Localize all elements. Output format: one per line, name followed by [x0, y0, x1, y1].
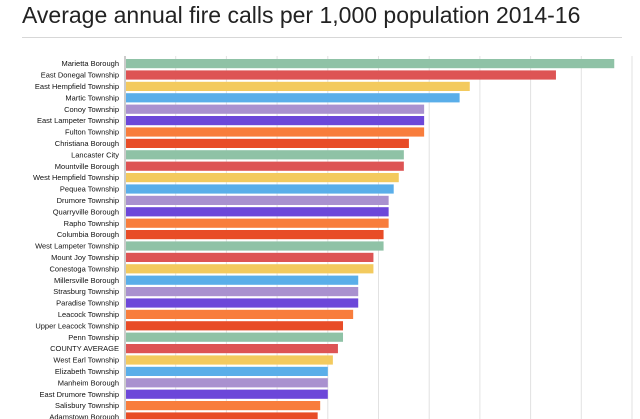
category-label: East Hempfield Township: [35, 82, 119, 91]
bar: [126, 59, 615, 69]
bar: [126, 332, 344, 342]
category-label: Elizabeth Township: [55, 367, 119, 376]
bar: [126, 184, 394, 194]
category-label: Columbia Borough: [57, 230, 119, 239]
category-label: Adamstown Borough: [49, 413, 119, 419]
category-label: West Earl Township: [53, 356, 119, 365]
category-label: Fulton Township: [65, 128, 119, 137]
category-label: Martic Township: [65, 93, 119, 102]
category-label: East Lampeter Township: [37, 116, 119, 125]
category-label: Conoy Township: [64, 105, 119, 114]
bar: [126, 264, 374, 274]
bar: [126, 287, 359, 297]
bar: [126, 378, 328, 388]
category-label: East Drumore Township: [40, 390, 119, 399]
bar: [126, 275, 359, 285]
bar: [126, 344, 338, 354]
category-label: Penn Township: [68, 333, 119, 342]
bar: [126, 173, 399, 183]
bar: [126, 355, 333, 365]
category-label: Lancaster City: [71, 150, 119, 159]
category-label: Upper Leacock Township: [35, 321, 119, 330]
bar: [126, 81, 470, 91]
bar: [126, 195, 389, 205]
bar: [126, 298, 359, 308]
category-label: COUNTY AVERAGE: [50, 344, 119, 353]
bar: [126, 150, 404, 160]
category-label: Christiana Borough: [55, 139, 119, 148]
category-label: Conestoga Township: [50, 264, 120, 273]
bar: [126, 127, 425, 137]
category-labels: Marietta Borough East Donegal Township Eas…: [33, 59, 119, 419]
bar: [126, 93, 460, 103]
category-label: Manheim Borough: [58, 378, 119, 387]
bar: [126, 412, 318, 419]
category-label: Marietta Borough: [61, 59, 119, 68]
category-label: Quarryville Borough: [53, 207, 119, 216]
category-label: West Hempfield Township: [33, 173, 119, 182]
category-label: East Donegal Township: [41, 71, 119, 80]
chart-title: Average annual fire calls per 1,000 popu…: [22, 2, 581, 28]
bar: [126, 401, 321, 411]
bar: [126, 366, 328, 376]
bar: [126, 230, 384, 240]
bar: [126, 309, 354, 319]
category-label: Millersville Borough: [54, 276, 119, 285]
category-label: Mount Joy Township: [51, 253, 119, 262]
bar: [126, 70, 556, 80]
bars: [126, 59, 615, 419]
category-label: Leacock Township: [58, 310, 119, 319]
category-label: Paradise Township: [56, 299, 119, 308]
bar: [126, 218, 389, 228]
category-label: Drumore Township: [57, 196, 119, 205]
bar: [126, 207, 389, 217]
bar: [126, 161, 404, 171]
bar: [126, 252, 374, 262]
category-label: Rapho Township: [64, 219, 119, 228]
bar: [126, 321, 344, 331]
category-label: Salisbury Township: [55, 401, 119, 410]
bar: [126, 104, 425, 114]
title-divider: [22, 37, 622, 38]
bar: [126, 116, 425, 126]
category-label: Strasburg Township: [53, 287, 119, 296]
category-label: Pequea Township: [60, 185, 119, 194]
bar: [126, 389, 328, 399]
bar: [126, 241, 384, 251]
category-label: West Lampeter Township: [35, 242, 119, 251]
bar: [126, 138, 409, 148]
category-label: Mountville Borough: [55, 162, 119, 171]
